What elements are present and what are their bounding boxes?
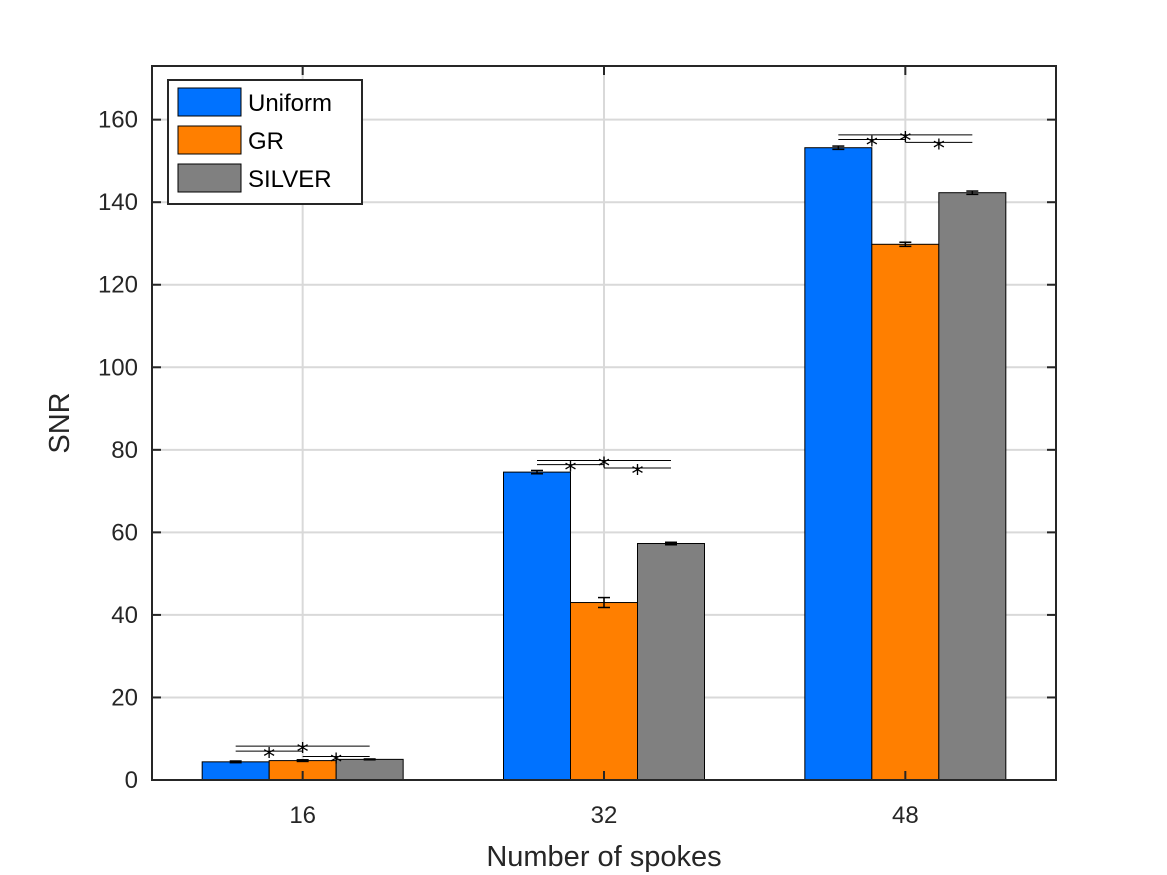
legend-label-uniform: Uniform — [248, 90, 332, 117]
x-tick-label: 32 — [591, 802, 618, 829]
significance-asterisk: * — [899, 127, 911, 155]
legend-swatch-silver — [177, 163, 242, 193]
y-tick-label: 40 — [111, 602, 138, 629]
axis-ticks: 0 20 40 60 80 100 120 140 160 16 32 48 — [98, 66, 1056, 829]
bar-uniform-48 — [804, 147, 873, 781]
x-tick-label: 48 — [892, 802, 919, 829]
significance-asterisk: * — [297, 738, 309, 766]
x-tick-label: 16 — [289, 802, 316, 829]
significance-asterisk: * — [631, 460, 643, 488]
bar-gr-48 — [871, 243, 940, 781]
significance-asterisk: * — [933, 134, 945, 162]
y-tick-label: 0 — [125, 767, 138, 794]
bar-silver-32 — [636, 543, 705, 781]
significance-asterisk: * — [263, 743, 275, 771]
bar-gr-32 — [570, 602, 638, 781]
legend-label-gr: GR — [248, 128, 284, 155]
significance-asterisk: * — [330, 748, 342, 776]
y-tick-label: 140 — [98, 189, 138, 216]
y-tick-label: 60 — [111, 519, 138, 546]
bar-silver-16 — [335, 758, 404, 781]
legend-swatch-gr — [177, 125, 242, 155]
plot-frame — [151, 65, 1057, 781]
error-bars — [229, 145, 979, 764]
y-tick-label: 20 — [111, 684, 138, 711]
y-tick-label: 120 — [98, 272, 138, 299]
bar-uniform-32 — [503, 471, 572, 781]
bar-silver-48 — [938, 192, 1007, 781]
significance-asterisk: * — [598, 453, 610, 481]
y-tick-label: 80 — [111, 437, 138, 464]
bar-uniform-16 — [201, 761, 270, 781]
x-axis-title: Number of spokes — [486, 841, 721, 873]
y-axis-title: SNR — [44, 392, 76, 453]
significance-markers: * * * * * * * * * — [235, 127, 973, 776]
bars — [201, 147, 1007, 781]
legend: Uniform GR SILVER — [167, 79, 363, 205]
y-tick-label: 160 — [98, 107, 138, 134]
legend-swatch-uniform — [177, 87, 242, 117]
legend-label-silver: SILVER — [248, 166, 332, 193]
significance-asterisk: * — [565, 457, 577, 485]
y-tick-label: 100 — [98, 354, 138, 381]
significance-asterisk: * — [866, 131, 878, 159]
